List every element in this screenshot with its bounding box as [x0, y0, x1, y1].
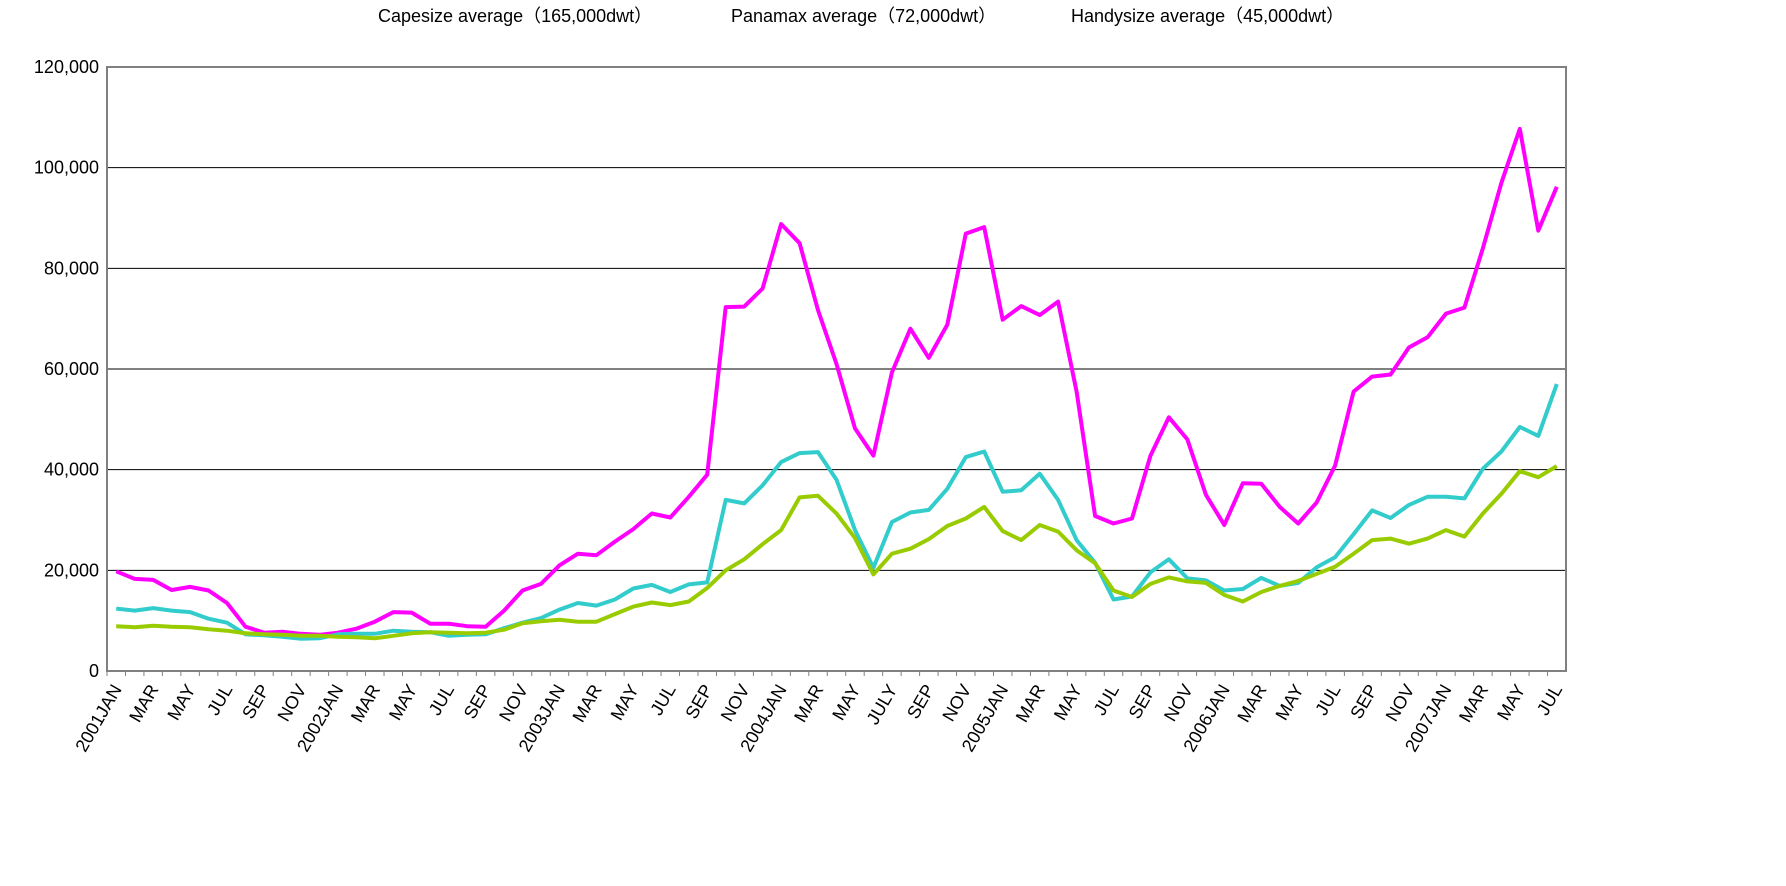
x-tick-label: JUL	[1533, 681, 1566, 719]
x-tick-label: JULY	[863, 681, 902, 728]
y-tick-label: 80,000	[44, 258, 99, 278]
x-tick-label: SEP	[1125, 681, 1160, 722]
x-tick-label: SEP	[903, 681, 938, 722]
x-tick-label: NOV	[495, 681, 532, 725]
x-tick-label: MAY	[163, 681, 199, 724]
x-tick-label: JUL	[1090, 681, 1123, 719]
x-tick-label: JUL	[425, 681, 458, 719]
plot-frame	[106, 66, 1567, 672]
x-tick-label: MAY	[828, 681, 864, 724]
series-line	[115, 126, 1559, 637]
legend-label: Capesize average（165,000dwt）	[378, 6, 652, 26]
y-tick-label: 20,000	[44, 560, 99, 580]
x-tick-label: NOV	[938, 681, 975, 725]
x-tick-label: MAR	[569, 681, 606, 726]
x-tick-label: SEP	[681, 681, 716, 722]
x-tick-label: MAR	[1012, 681, 1049, 726]
y-tick-label: 100,000	[34, 158, 99, 178]
x-tick-label: JUL	[203, 681, 236, 719]
x-tick-label: NOV	[274, 681, 311, 725]
x-tick-label: MAY	[607, 681, 643, 724]
x-tick-label: MAY	[1272, 681, 1308, 724]
x-tick-label: MAY	[1050, 681, 1086, 724]
x-tick-label: MAR	[347, 681, 384, 726]
y-tick-label: 60,000	[44, 359, 99, 379]
x-tick-label: 2001JAN	[71, 681, 125, 755]
x-tick-label: SEP	[1346, 681, 1381, 722]
x-tick-label: NOV	[1160, 681, 1197, 725]
x-tick-label: MAR	[1455, 681, 1492, 726]
x-tick-label: MAY	[385, 681, 421, 724]
x-tick-label: NOV	[717, 681, 754, 725]
x-tick-label: MAR	[790, 681, 827, 726]
x-tick-label: SEP	[238, 681, 273, 722]
x-tick-label: SEP	[460, 681, 495, 722]
y-tick-label: 120,000	[34, 57, 99, 77]
y-tick-label: 40,000	[44, 460, 99, 480]
x-tick-label: MAR	[125, 681, 162, 726]
series-line	[115, 383, 1559, 641]
x-tick-label: MAR	[1233, 681, 1270, 726]
x-tick-label: MAY	[1493, 681, 1529, 724]
series-line	[116, 464, 1558, 641]
legend-label: Handysize average（45,000dwt）	[1071, 6, 1344, 26]
legend-label: Panamax average（72,000dwt）	[731, 6, 996, 26]
x-tick-label: JUL	[1311, 681, 1344, 719]
x-tick-label: JUL	[646, 681, 679, 719]
x-tick-label: NOV	[1382, 681, 1419, 725]
y-tick-label: 0	[89, 661, 99, 681]
